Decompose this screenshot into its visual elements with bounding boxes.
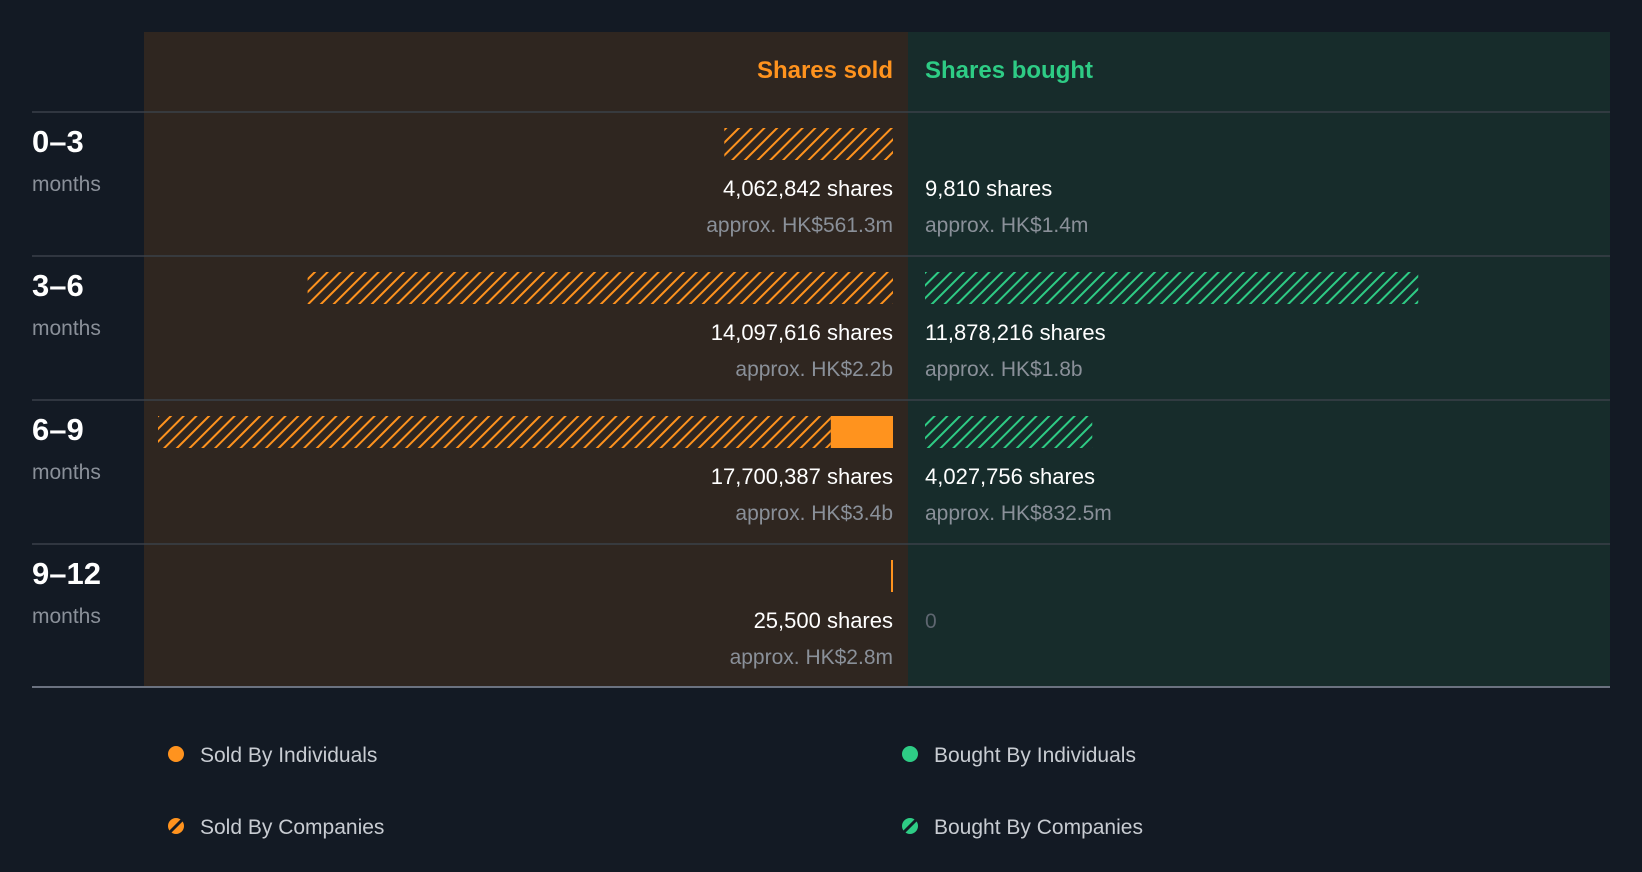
- legend: Sold By Individuals Bought By Individuals…: [168, 744, 1143, 839]
- header-shares-bought: Shares bought: [925, 57, 1093, 84]
- sold-value-label: approx. HK$561.3m: [706, 214, 893, 237]
- sold-value-label: approx. HK$2.8m: [730, 646, 893, 669]
- bought-value-label: approx. HK$832.5m: [925, 502, 1112, 525]
- sold-shares-label: 4,062,842 shares: [723, 176, 893, 201]
- legend-swatch-solid: [168, 746, 184, 762]
- bought-value-label: approx. HK$1.8b: [925, 358, 1083, 381]
- sold-value-label: approx. HK$3.4b: [735, 502, 893, 525]
- bar-sold-individuals[interactable]: [891, 560, 893, 592]
- period-unit-label: months: [32, 173, 101, 196]
- bought-shares-label: 4,027,756 shares: [925, 464, 1095, 489]
- sold-shares-label: 14,097,616 shares: [711, 320, 893, 345]
- legend-item-sold-individuals[interactable]: Sold By Individuals: [168, 744, 377, 767]
- bar-bought-companies[interactable]: [925, 416, 1093, 448]
- legend-label: Bought By Companies: [934, 816, 1143, 839]
- sold-shares-label: 25,500 shares: [754, 608, 893, 633]
- legend-swatch-hatched: [168, 818, 184, 834]
- bar-sold-individuals[interactable]: [830, 416, 893, 448]
- period-label: 9–12: [32, 556, 101, 591]
- bought-panel: [908, 32, 1610, 688]
- bought-shares-label: 9,810 shares: [925, 176, 1052, 201]
- bought-shares-label: 11,878,216 shares: [925, 320, 1106, 345]
- legend-swatch-hatched: [902, 818, 918, 834]
- legend-item-bought-companies[interactable]: Bought By Companies: [902, 816, 1143, 839]
- legend-item-sold-companies[interactable]: Sold By Companies: [168, 816, 384, 839]
- legend-label: Bought By Individuals: [934, 744, 1136, 767]
- period-rows: 0–3 months 4,062,842 shares approx. HK$561.…: [32, 111, 1610, 669]
- legend-item-bought-individuals[interactable]: Bought By Individuals: [902, 744, 1136, 767]
- legend-label: Sold By Companies: [200, 816, 384, 839]
- legend-label: Sold By Individuals: [200, 744, 377, 767]
- sold-value-label: approx. HK$2.2b: [735, 358, 893, 381]
- period-unit-label: months: [32, 461, 101, 484]
- bar-bought-companies[interactable]: [925, 272, 1419, 304]
- sold-shares-label: 17,700,387 shares: [711, 464, 893, 489]
- bought-value-label: approx. HK$1.4m: [925, 214, 1088, 237]
- legend-swatch-solid: [902, 746, 918, 762]
- bought-shares-label: 0: [925, 610, 937, 633]
- period-unit-label: months: [32, 317, 101, 340]
- bar-sold-companies[interactable]: [307, 272, 893, 304]
- period-label: 0–3: [32, 124, 84, 159]
- period-label: 3–6: [32, 268, 84, 303]
- period-unit-label: months: [32, 605, 101, 628]
- bar-sold-companies[interactable]: [724, 128, 893, 160]
- bar-sold-companies[interactable]: [158, 416, 831, 448]
- header-shares-sold: Shares sold: [757, 57, 893, 84]
- period-label: 6–9: [32, 412, 84, 447]
